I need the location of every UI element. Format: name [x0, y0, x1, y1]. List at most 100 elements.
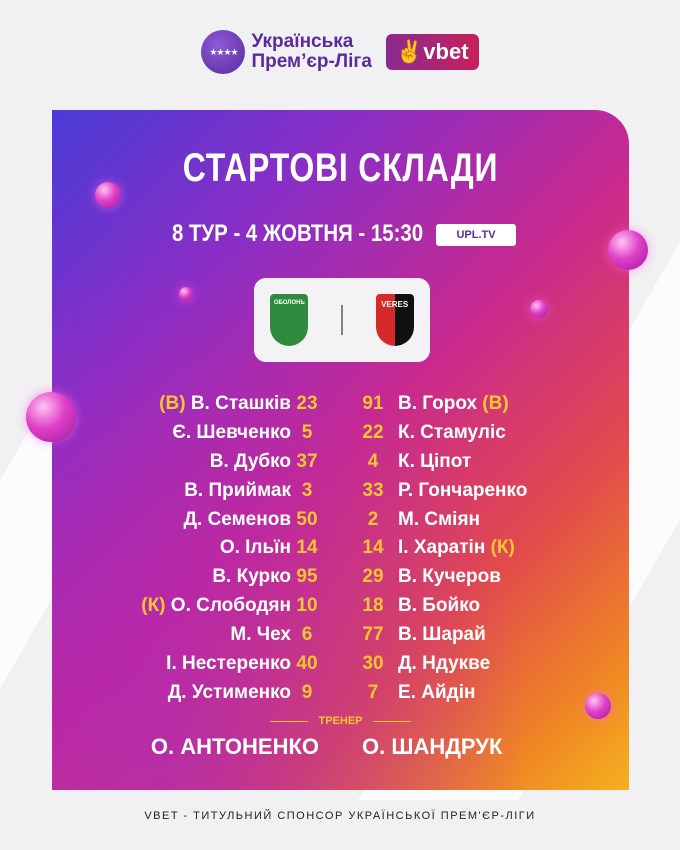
- away-player-name: Р. Гончаренко: [398, 479, 528, 501]
- decorative-orb: [26, 392, 76, 442]
- divider: [340, 305, 343, 335]
- page-title: СТАРТОВІ СКЛАДИ: [182, 146, 499, 190]
- away-player-name: К. Ціпот: [398, 450, 472, 472]
- vbet-logo: ✌vbet: [385, 34, 479, 70]
- lineup-row: Д. Устименко 9 7 Е. Айдін: [52, 682, 629, 711]
- decorative-orb: [608, 230, 648, 270]
- away-player: Д. Ндукве: [398, 653, 490, 675]
- away-player-name: В. Горох: [398, 393, 478, 414]
- home-player-name: Є. Шевченко: [172, 421, 291, 443]
- home-player: В. Приймак: [184, 480, 291, 502]
- home-role-marker: (В): [159, 393, 186, 414]
- lineup-row: В. Дубко 37 4 К. Ціпот: [52, 451, 629, 480]
- away-player-number: 30: [362, 653, 384, 675]
- away-player: Е. Айдін: [398, 682, 475, 704]
- away-player: К. Ціпот: [398, 451, 471, 473]
- home-player-name: О. Слободян: [170, 595, 291, 617]
- home-player-number: 23: [296, 393, 318, 414]
- away-player-number: 4: [367, 450, 379, 472]
- home-player-number: 14: [296, 537, 318, 559]
- home-player: В. Курко: [212, 566, 291, 588]
- away-player-number: 29: [362, 566, 384, 588]
- home-player-name: В. Дубко: [209, 450, 291, 472]
- lineup-row: Д. Семенов 50 2 М. Сміян: [52, 509, 629, 538]
- broadcaster-badge: UPL.TV: [436, 224, 516, 246]
- away-player-number: 91: [362, 393, 384, 414]
- home-player-name: В. Сташків: [190, 393, 291, 414]
- away-player-number: 33: [362, 479, 384, 501]
- away-player: В. Бойко: [398, 595, 480, 617]
- away-player-name: І. Харатін: [398, 537, 486, 559]
- away-player-name: К. Стамуліс: [398, 421, 506, 443]
- home-player-name: В. Курко: [212, 566, 291, 588]
- decorative-orb: [585, 693, 611, 719]
- away-team-crest: VERES: [375, 294, 414, 346]
- home-player-name: І. Нестеренко: [166, 653, 291, 675]
- away-coach: О. ШАНДРУК: [362, 734, 503, 759]
- home-player-number: 5: [301, 421, 313, 443]
- lineup-row: В. Приймак 3 33 Р. Гончаренко: [52, 480, 629, 509]
- lineup-row: Є. Шевченко 5 22 К. Стамуліс: [52, 422, 629, 451]
- away-player-number: 77: [362, 624, 384, 646]
- header: ★★★★ Українська Прем’єр-Ліга ✌vbet: [0, 30, 680, 74]
- sponsor-name: vbet: [423, 39, 469, 64]
- away-player-number: 2: [367, 508, 379, 530]
- away-player-name: М. Сміян: [398, 508, 481, 530]
- home-player-number: 3: [301, 479, 313, 501]
- home-player: Д. Семенов: [183, 509, 291, 531]
- home-crest-text: ОБОЛОНЬ: [273, 300, 305, 306]
- home-player: Є. Шевченко: [172, 422, 291, 444]
- away-role-marker: (К): [490, 537, 515, 559]
- league-name-line2: Прем’єр-Ліга: [251, 51, 372, 72]
- lineup-row: О. Ільїн 14 14 І. Харатін (К): [52, 537, 629, 566]
- home-player-number: 6: [301, 624, 313, 646]
- away-role-marker: (В): [482, 393, 509, 414]
- broadcaster-name: UPL.TV: [456, 229, 496, 241]
- away-player-name: В. Кучеров: [398, 566, 501, 588]
- home-player-name: М. Чех: [230, 624, 291, 646]
- upl-logo: ★★★★ Українська Прем’єр-Ліга: [201, 30, 372, 74]
- home-player: (В) В. Сташків: [159, 393, 291, 415]
- away-player: К. Стамуліс: [398, 422, 506, 444]
- away-player-name: В. Бойко: [398, 595, 481, 617]
- match-info: 8 ТУР - 4 ЖОВТНЯ - 15:30: [172, 220, 424, 247]
- home-player-number: 40: [296, 653, 318, 675]
- away-crest-text: VERES: [381, 300, 409, 309]
- home-player-number: 37: [296, 450, 318, 472]
- away-player-name: Е. Айдін: [398, 681, 476, 703]
- upl-ball-icon: ★★★★: [201, 30, 246, 74]
- home-role-marker: (К): [141, 595, 166, 617]
- home-player-number: 95: [296, 566, 318, 588]
- home-player-name: О. Ільїн: [219, 537, 291, 559]
- home-player-number: 50: [296, 508, 318, 530]
- home-player: М. Чех: [230, 624, 291, 646]
- lineup-row: (К) О. Слободян 10 18 В. Бойко: [52, 595, 629, 624]
- lineup-row: В. Курко 95 29 В. Кучеров: [52, 566, 629, 595]
- away-player-number: 14: [362, 537, 384, 559]
- away-player: В. Шарай: [398, 624, 486, 646]
- lineups-table: (В) В. Сташків 23 91 В. Горох (В) Є. Шев…: [52, 393, 629, 711]
- home-player: (К) О. Слободян: [141, 595, 291, 617]
- home-player-number: 10: [296, 595, 318, 617]
- lineups-card: СТАРТОВІ СКЛАДИ 8 ТУР - 4 ЖОВТНЯ - 15:30…: [52, 110, 629, 790]
- home-player: І. Нестеренко: [166, 653, 291, 675]
- away-player: Р. Гончаренко: [398, 480, 527, 502]
- home-player-number: 9: [301, 681, 313, 703]
- away-player: М. Сміян: [398, 509, 480, 531]
- coach-label: ТРЕНЕР: [52, 715, 629, 727]
- league-name-line1: Українська: [251, 31, 354, 52]
- lineup-row: І. Нестеренко 40 30 Д. Ндукве: [52, 653, 629, 682]
- home-player-name: В. Приймак: [184, 479, 291, 501]
- lineup-row: (В) В. Сташків 23 91 В. Горох (В): [52, 393, 629, 422]
- away-player: І. Харатін (К): [398, 537, 515, 559]
- home-player-name: Д. Семенов: [183, 508, 291, 530]
- home-player: О. Ільїн: [220, 537, 291, 559]
- away-player-name: Д. Ндукве: [398, 653, 491, 675]
- lineup-row: М. Чех 6 77 В. Шарай: [52, 624, 629, 653]
- away-player-number: 22: [362, 421, 384, 443]
- footer-sponsor-text: VBET - ТИТУЛЬНИЙ СПОНСОР УКРАЇНСЬКОЇ ПРЕ…: [144, 810, 536, 822]
- decorative-orb: [530, 300, 548, 318]
- away-player: В. Кучеров: [398, 566, 501, 588]
- away-player: В. Горох (В): [398, 393, 509, 415]
- home-player-name: Д. Устименко: [167, 681, 291, 703]
